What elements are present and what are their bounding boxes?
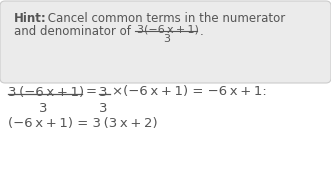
FancyBboxPatch shape xyxy=(0,1,331,83)
Text: Hint:: Hint: xyxy=(14,12,47,25)
Text: 3: 3 xyxy=(39,102,48,115)
Text: 3(−6 x + 1): 3(−6 x + 1) xyxy=(137,25,199,35)
Text: Cancel common terms in the numerator: Cancel common terms in the numerator xyxy=(44,12,285,25)
Text: and denominator of: and denominator of xyxy=(14,25,135,38)
Text: 3 (−6 x + 1): 3 (−6 x + 1) xyxy=(8,86,84,99)
Text: ×(−6 x + 1) = −6 x + 1:: ×(−6 x + 1) = −6 x + 1: xyxy=(112,85,267,98)
Text: 3: 3 xyxy=(99,102,108,115)
Text: (−6 x + 1) = 3 (3 x + 2): (−6 x + 1) = 3 (3 x + 2) xyxy=(8,117,158,130)
Text: 3: 3 xyxy=(99,86,108,99)
Text: .: . xyxy=(200,25,204,38)
Text: 3: 3 xyxy=(163,34,170,44)
Text: =: = xyxy=(86,85,97,98)
